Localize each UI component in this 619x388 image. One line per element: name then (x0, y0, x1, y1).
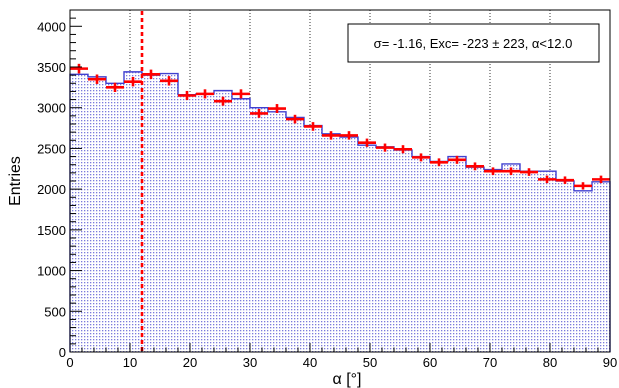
histogram-bar (178, 94, 196, 352)
histogram-bar (250, 107, 268, 352)
histogram-bar (376, 146, 394, 352)
x-tick-label: 40 (303, 355, 317, 370)
data-point (124, 76, 142, 87)
y-tick-label: 3500 (37, 60, 66, 75)
data-point (394, 145, 412, 154)
histogram-bar (124, 71, 142, 352)
data-point (376, 143, 394, 152)
data-points (70, 63, 610, 190)
x-tick-label: 80 (543, 355, 557, 370)
histogram-bar (214, 90, 232, 352)
data-point (286, 114, 304, 124)
histogram-bar (88, 76, 106, 353)
x-axis-ticks: 0 10 20 30 40 50 60 70 80 90 (66, 343, 617, 370)
histogram-bar (268, 111, 286, 353)
data-point (430, 158, 448, 167)
x-tick-label: 0 (66, 355, 73, 370)
data-point (142, 69, 160, 80)
x-tick-label: 20 (183, 355, 197, 370)
histogram-bar (232, 98, 250, 352)
data-point (178, 90, 196, 101)
data-point (574, 182, 592, 190)
histogram-bar (358, 145, 376, 352)
data-point (106, 82, 124, 92)
data-point (340, 131, 358, 140)
histogram-bar (538, 171, 556, 352)
data-point (160, 76, 178, 86)
histogram-bar (448, 156, 466, 352)
data-point (412, 153, 430, 162)
histogram-bar (592, 181, 610, 352)
data-point (268, 104, 286, 114)
histogram-bar (160, 73, 178, 352)
x-axis-title: α [°] (333, 371, 362, 388)
x-tick-label: 60 (423, 355, 437, 370)
data-point (592, 175, 610, 184)
y-axis-ticks: 0 500 1000 1500 2000 2500 3000 3500 4000 (37, 9, 82, 360)
data-point (484, 167, 502, 176)
data-point (502, 167, 520, 176)
data-point (214, 96, 232, 106)
data-point (250, 109, 268, 118)
histogram-bar (394, 150, 412, 352)
y-tick-label: 2500 (37, 141, 66, 156)
x-tick-label: 50 (363, 355, 377, 370)
histogram-bar (520, 171, 538, 352)
histogram-bar (196, 93, 214, 352)
histogram-bar (574, 190, 592, 352)
histogram-bar (70, 74, 88, 352)
data-point (466, 162, 484, 171)
histogram-bar (502, 163, 520, 352)
y-tick-label: 1500 (37, 223, 66, 238)
y-tick-label: 1000 (37, 264, 66, 279)
y-tick-label: 500 (44, 304, 66, 319)
histogram-bar (484, 169, 502, 352)
data-point (322, 131, 340, 140)
data-point (520, 168, 538, 176)
x-tick-label: 10 (123, 355, 137, 370)
y-tick-label: 4000 (37, 19, 66, 34)
data-point (304, 122, 322, 131)
histogram-bar (412, 156, 430, 352)
x-tick-label: 90 (603, 355, 617, 370)
data-point (448, 155, 466, 164)
data-point (538, 175, 556, 184)
histogram-bar (304, 125, 322, 352)
data-point (70, 63, 88, 74)
data-point (232, 89, 250, 99)
histogram-bar (106, 83, 124, 353)
x-tick-label: 30 (243, 355, 257, 370)
y-tick-label: 2000 (37, 182, 66, 197)
y-tick-label: 3000 (37, 101, 66, 116)
histogram-bar (556, 181, 574, 352)
legend-box (347, 23, 600, 63)
data-point (88, 74, 106, 84)
data-point (196, 89, 214, 99)
y-tick-label: 0 (59, 345, 66, 360)
histogram-bar (430, 161, 448, 352)
histogram-bar (466, 167, 484, 352)
histogram-bar (322, 133, 340, 352)
histogram-bar (286, 117, 304, 352)
data-point (556, 176, 574, 184)
x-tick-label: 70 (483, 355, 497, 370)
y-axis-title: Entries (7, 156, 24, 206)
legend-annotation: σ= -1.16, Exc= -223 ± 223, α<12.0 (374, 36, 573, 51)
histogram-bar (340, 137, 358, 352)
histogram-bars (70, 71, 610, 353)
data-point (358, 138, 376, 147)
histogram-bar (142, 75, 160, 353)
